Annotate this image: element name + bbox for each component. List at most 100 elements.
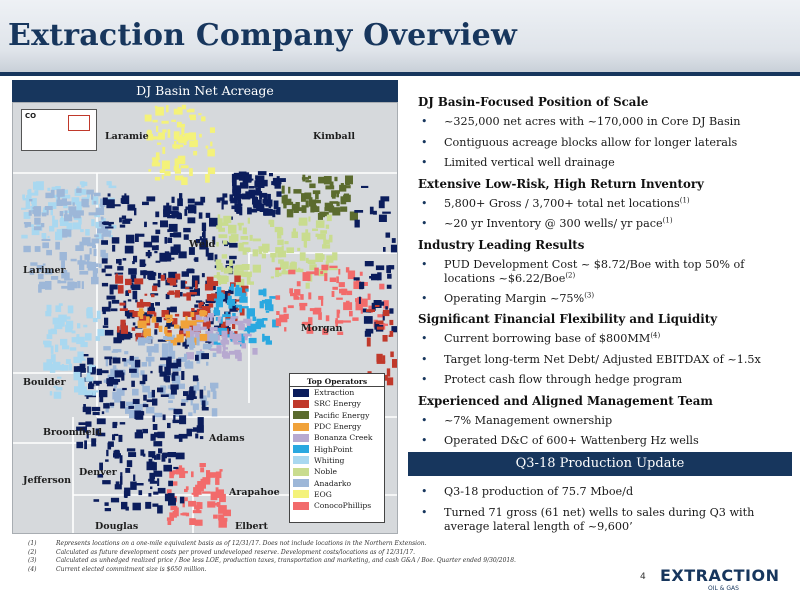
acreage-block [134,207,137,216]
acreage-block [217,214,221,220]
acreage-block [168,290,174,295]
acreage-block [81,181,85,188]
acreage-block [292,228,296,237]
acreage-block [173,466,179,470]
acreage-block [71,197,80,205]
acreage-block [181,399,189,403]
acreage-block [172,318,178,325]
acreage-block [120,472,123,480]
acreage-block [193,487,202,495]
acreage-block [176,383,185,389]
acreage-block [174,408,182,414]
acreage-block [192,518,196,523]
acreage-block [141,383,144,386]
acreage-block [92,318,98,323]
acreage-block [217,327,224,336]
acreage-block [239,296,248,303]
acreage-block [295,202,300,205]
acreage-block [67,281,75,291]
acreage-block [116,388,125,396]
acreage-block [242,249,247,255]
acreage-block [242,179,247,184]
footnote: (3) Calculated as unhedged realized price… [28,557,588,566]
acreage-block [202,232,205,238]
acreage-block [163,209,171,218]
legend-label: Pacific Energy [314,410,370,420]
acreage-block [172,419,182,424]
acreage-block [262,333,265,342]
acreage-block [151,136,161,140]
acreage-block [345,175,353,185]
acreage-block [357,298,367,303]
acreage-block [152,503,159,507]
acreage-block [391,238,396,243]
acreage-block [180,165,189,169]
acreage-block [297,247,301,252]
acreage-block [101,240,108,245]
acreage-block [93,192,101,197]
acreage-block [78,377,85,387]
acreage-block [229,194,234,202]
acreage-block [135,233,139,242]
acreage-block [232,189,237,197]
acreage-block [172,371,179,376]
acreage-block [168,343,173,352]
acreage-block [278,178,286,182]
acreage-block [262,318,268,321]
footnote-number: (4) [28,565,37,573]
acreage-block [197,417,204,426]
acreage-block [189,322,196,331]
acreage-block [252,316,257,321]
acreage-block [195,280,198,290]
acreage-block [188,204,195,214]
acreage-block [152,119,158,123]
acreage-block [99,370,109,374]
acreage-block [148,493,152,497]
acreage-block [237,352,242,362]
acreage-block [101,222,105,225]
acreage-block [347,270,356,280]
acreage-block [203,343,212,350]
footnote: (4) Current elected commitment size is $6… [28,566,588,575]
acreage-block [298,217,308,226]
acreage-block [25,222,32,227]
acreage-block [26,195,32,201]
acreage-block [193,408,196,414]
acreage-block [112,434,116,441]
acreage-block [358,296,361,304]
bullet-text: Operating Margin ~75% [444,291,585,305]
acreage-block [174,158,179,167]
acreage-block [373,210,377,215]
acreage-block [306,271,315,275]
bullet-item: • Operating Margin ~75%(3) [418,289,792,310]
acreage-block [392,359,397,368]
acreage-block [252,197,258,205]
footnotes: (1) Represents locations on a one-mile eq… [28,540,588,574]
acreage-block [139,311,145,315]
acreage-block [101,205,104,208]
acreage-block [339,288,348,294]
acreage-block [281,270,291,275]
acreage-block [95,263,99,267]
acreage-block [200,326,207,330]
acreage-block [154,412,163,418]
acreage-block [229,259,233,267]
acreage-block [274,183,281,189]
acreage-block [136,429,142,438]
acreage-block [170,246,179,255]
acreage-block [61,285,70,289]
acreage-block [186,352,194,360]
acreage-block [236,278,245,287]
acreage-block [205,247,209,257]
bullet-dot-icon: • [421,332,428,345]
acreage-block [187,198,195,204]
acreage-block [207,390,211,398]
acreage-block [216,292,224,300]
acreage-block [125,406,131,414]
acreage-block [221,254,228,259]
acreage-block [187,326,192,334]
acreage-block [229,330,234,340]
bullet-text: ~20 yr Inventory @ 300 wells/ yr pace [444,217,663,230]
acreage-block [87,261,97,271]
acreage-block [87,309,90,317]
